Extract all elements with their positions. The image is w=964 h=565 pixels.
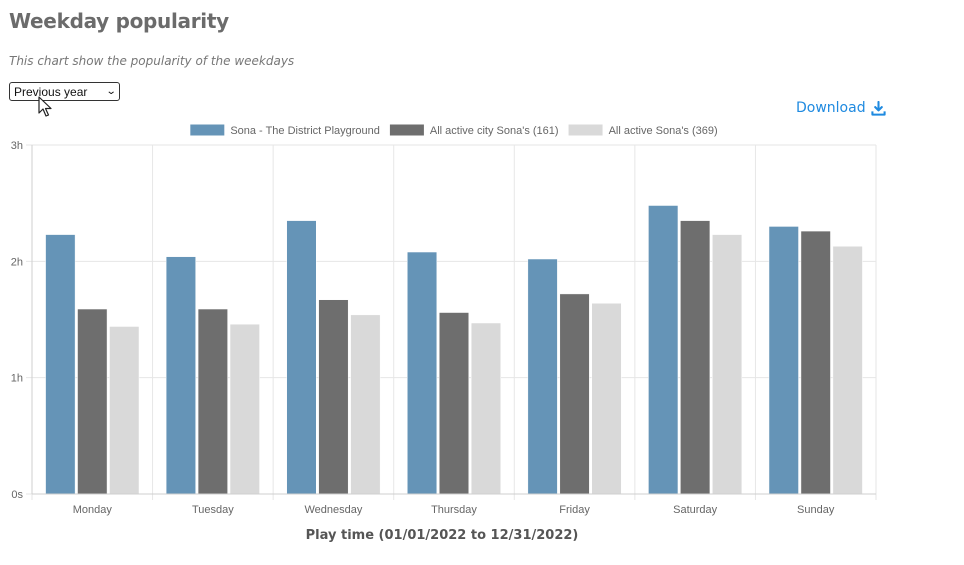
legend-label[interactable]: Sona - The District Playground bbox=[230, 125, 380, 137]
chevron-down-icon: ⌄ bbox=[105, 86, 117, 97]
bar-sunday-series-2[interactable] bbox=[800, 230, 831, 495]
x-tick-label: Monday bbox=[73, 504, 113, 516]
bar-monday-series-3[interactable] bbox=[109, 326, 140, 495]
download-button[interactable]: Download bbox=[796, 100, 886, 116]
weekday-bar-chart: Sona - The District Playground All active… bbox=[11, 124, 877, 516]
legend-swatch[interactable] bbox=[568, 124, 603, 136]
bar-thursday-series-2[interactable] bbox=[438, 312, 470, 495]
legend-label[interactable]: All active city Sona's (161) bbox=[430, 125, 559, 137]
y-tick-label: 1h bbox=[11, 373, 23, 385]
bar-wednesday-series-3[interactable] bbox=[350, 314, 381, 495]
x-axis-title: Play time (01/01/2022 to 12/31/2022) bbox=[305, 528, 579, 543]
bar-tuesday-series-1[interactable] bbox=[165, 256, 196, 495]
bar-thursday-series-3[interactable] bbox=[470, 322, 501, 495]
x-tick-label: Sunday bbox=[797, 504, 835, 516]
chart-legend: Sona - The District Playground All active… bbox=[190, 124, 718, 137]
period-select[interactable]: Previous year ⌄ bbox=[9, 82, 120, 101]
bar-wednesday-series-2[interactable] bbox=[318, 299, 349, 495]
y-tick-label: 2h bbox=[11, 256, 23, 268]
bar-sunday-series-3[interactable] bbox=[832, 245, 863, 495]
page-title: Weekday popularity bbox=[9, 9, 229, 33]
chart-bars bbox=[45, 205, 863, 495]
bar-monday-series-2[interactable] bbox=[77, 308, 108, 495]
period-select-value: Previous year bbox=[14, 84, 88, 99]
bar-wednesday-series-1[interactable] bbox=[286, 220, 317, 495]
bar-thursday-series-1[interactable] bbox=[407, 251, 438, 495]
x-tick-label: Thursday bbox=[431, 504, 477, 516]
bar-friday-series-3[interactable] bbox=[591, 302, 622, 495]
x-tick-label: Friday bbox=[559, 504, 590, 516]
bar-saturday-series-1[interactable] bbox=[648, 205, 679, 495]
bar-sunday-series-1[interactable] bbox=[768, 226, 799, 495]
mouse-pointer-icon bbox=[38, 96, 52, 117]
download-icon bbox=[870, 100, 886, 116]
bar-monday-series-1[interactable] bbox=[45, 234, 76, 495]
bar-tuesday-series-3[interactable] bbox=[229, 323, 260, 495]
bar-saturday-series-2[interactable] bbox=[680, 220, 711, 495]
bar-tuesday-series-2[interactable] bbox=[197, 308, 228, 495]
bar-friday-series-1[interactable] bbox=[527, 258, 558, 495]
x-tick-label: Saturday bbox=[673, 504, 718, 516]
x-tick-label: Wednesday bbox=[304, 504, 362, 516]
y-tick-label: 0s bbox=[11, 489, 23, 501]
chart-axes: 0s 1h 2h 3h Monday Tuesday Wednesday Thursday Fr… bbox=[11, 140, 876, 516]
page-subtitle: This chart show the popularity of the we… bbox=[9, 54, 295, 68]
bar-saturday-series-3[interactable] bbox=[712, 234, 743, 495]
y-tick-label: 3h bbox=[11, 140, 23, 152]
legend-label[interactable]: All active Sona's (369) bbox=[609, 125, 718, 137]
x-tick-label: Tuesday bbox=[192, 504, 234, 516]
legend-swatch[interactable] bbox=[389, 124, 424, 136]
legend-swatch[interactable] bbox=[190, 124, 225, 136]
download-label: Download bbox=[796, 100, 866, 116]
bar-friday-series-2[interactable] bbox=[559, 293, 590, 495]
